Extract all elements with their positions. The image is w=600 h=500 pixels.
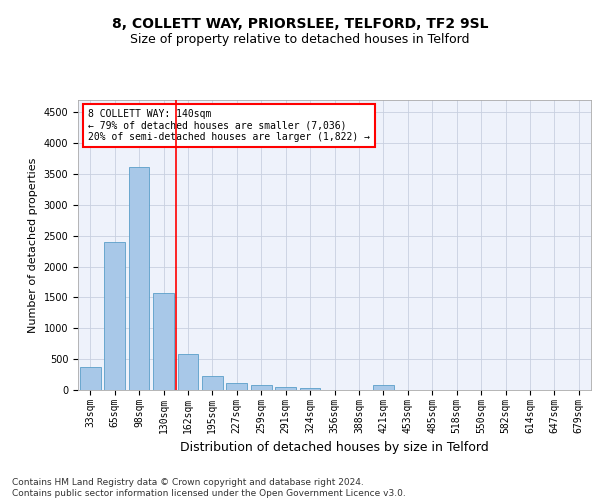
Bar <box>104 242 125 390</box>
Bar <box>275 386 296 390</box>
Y-axis label: Number of detached properties: Number of detached properties <box>28 158 38 332</box>
Bar <box>128 166 149 390</box>
Text: Size of property relative to detached houses in Telford: Size of property relative to detached ho… <box>130 32 470 46</box>
Bar <box>226 383 247 390</box>
Text: 8 COLLETT WAY: 140sqm
← 79% of detached houses are smaller (7,036)
20% of semi-d: 8 COLLETT WAY: 140sqm ← 79% of detached … <box>88 108 370 142</box>
Bar <box>178 354 199 390</box>
Bar <box>202 376 223 390</box>
Bar <box>299 388 320 390</box>
Text: Contains HM Land Registry data © Crown copyright and database right 2024.
Contai: Contains HM Land Registry data © Crown c… <box>12 478 406 498</box>
Bar <box>373 386 394 390</box>
X-axis label: Distribution of detached houses by size in Telford: Distribution of detached houses by size … <box>180 441 489 454</box>
Bar <box>80 367 101 390</box>
Bar <box>153 292 174 390</box>
Bar <box>251 385 272 390</box>
Text: 8, COLLETT WAY, PRIORSLEE, TELFORD, TF2 9SL: 8, COLLETT WAY, PRIORSLEE, TELFORD, TF2 … <box>112 18 488 32</box>
